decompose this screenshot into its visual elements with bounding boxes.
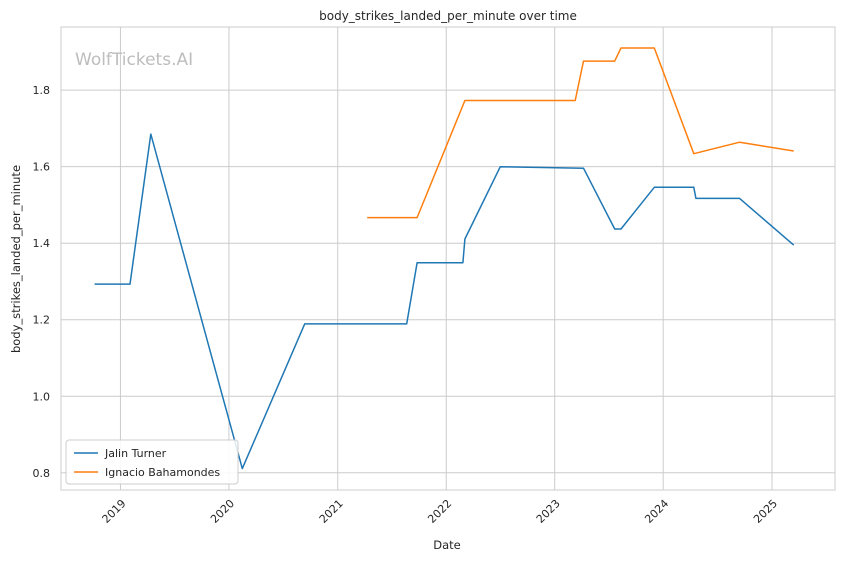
y-tick-label-1.4: 1.4 — [33, 237, 51, 250]
x-tick-label-2022: 2022 — [425, 497, 454, 526]
x-tick-labels: 2019 2020 2021 2022 2023 2024 2025 — [100, 497, 781, 526]
grid-layer — [61, 27, 835, 490]
watermark: WolfTickets.AI — [75, 50, 193, 70]
legend-label-jalin-turner: Jalin Turner — [104, 447, 167, 460]
x-tick-label-2019: 2019 — [100, 497, 129, 526]
x-tick-label-2024: 2024 — [642, 497, 671, 526]
x-tick-label-2020: 2020 — [208, 497, 237, 526]
legend-label-ignacio-bahamondes: Ignacio Bahamondes — [105, 466, 220, 479]
x-tick-label-2023: 2023 — [534, 497, 563, 526]
y-tick-label-0.8: 0.8 — [33, 467, 51, 480]
x-axis-label: Date — [433, 538, 461, 552]
y-tick-label-1.2: 1.2 — [33, 314, 51, 327]
y-tick-label-1.0: 1.0 — [33, 390, 51, 403]
y-tick-labels: 0.8 1.0 1.2 1.4 1.6 1.8 — [33, 84, 51, 480]
series-line-jalin-turner — [94, 133, 795, 470]
x-tick-label-2021: 2021 — [317, 497, 346, 526]
chart-title: body_strikes_landed_per_minute over time — [319, 9, 577, 23]
series-line-ignacio-bahamondes — [367, 47, 794, 219]
legend: Jalin Turner Ignacio Bahamondes — [65, 439, 239, 485]
y-tick-label-1.6: 1.6 — [33, 161, 51, 174]
legend-box — [65, 439, 239, 485]
plot-frame — [60, 26, 836, 491]
y-axis-label: body_strikes_landed_per_minute — [9, 165, 23, 353]
y-tick-label-1.8: 1.8 — [33, 84, 51, 97]
series-layer — [94, 47, 795, 470]
x-tick-label-2025: 2025 — [751, 497, 780, 526]
